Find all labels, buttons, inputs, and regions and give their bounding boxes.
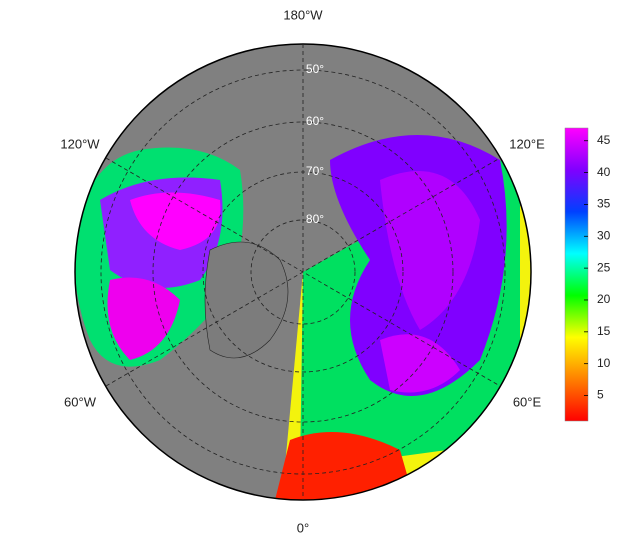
meridian-label: 180°W bbox=[283, 7, 323, 22]
meridian-label: 60°E bbox=[513, 394, 542, 409]
colorbar-tick-label: 30 bbox=[597, 228, 611, 242]
parallel-label: 80° bbox=[306, 212, 324, 226]
parallel bbox=[152, 121, 454, 423]
meridian-label: 60°W bbox=[64, 394, 97, 409]
meridian-label: 120°W bbox=[60, 136, 100, 151]
meridian bbox=[105, 157, 501, 387]
colorbar-tick-label: 35 bbox=[597, 197, 611, 211]
colorbar-tick-label: 25 bbox=[597, 260, 611, 274]
land-siberia-core bbox=[380, 171, 480, 330]
parallel-label: 70° bbox=[306, 164, 324, 178]
parallel bbox=[250, 219, 356, 325]
colorbar-tick-label: 5 bbox=[597, 388, 604, 402]
colorbar-tick-label: 45 bbox=[597, 133, 611, 147]
meridian-label: 0° bbox=[297, 520, 309, 535]
colorbar-tick-label: 20 bbox=[597, 292, 611, 306]
graticule bbox=[100, 44, 506, 500]
colorbar-scale bbox=[564, 127, 589, 422]
land-canada-arctic bbox=[130, 192, 221, 250]
land-scandinavia-east bbox=[380, 334, 460, 393]
parallel-label: 60° bbox=[306, 114, 324, 128]
land-canada-east bbox=[107, 277, 180, 360]
meridian-label: 120°E bbox=[509, 136, 545, 151]
colorbar-tick-label: 40 bbox=[597, 165, 611, 179]
parallel-label: 50° bbox=[306, 62, 324, 76]
colorbar-tick-label: 10 bbox=[597, 356, 611, 370]
land-greenland bbox=[204, 241, 289, 359]
colorbar: 5 10 15 20 25 30 35 40 45 bbox=[564, 127, 611, 422]
colorbar-tick-label: 15 bbox=[597, 324, 611, 338]
